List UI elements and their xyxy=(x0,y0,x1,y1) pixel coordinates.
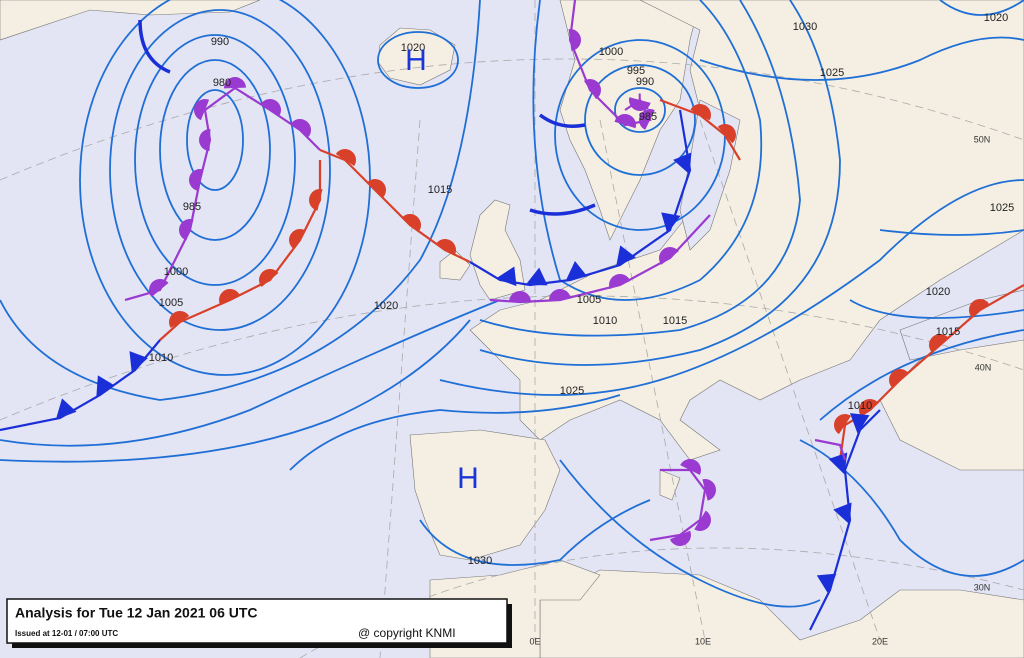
isobar-label: 1015 xyxy=(663,315,687,327)
isobar-label: 1005 xyxy=(159,297,183,309)
pressure-center: H xyxy=(405,44,427,77)
isobar-label: 1015 xyxy=(936,326,960,338)
grid-label: 10E xyxy=(695,636,711,646)
isobar-label: 985 xyxy=(183,201,201,213)
isobar-label: 1010 xyxy=(593,315,617,327)
isobar-label: 1005 xyxy=(577,294,601,306)
isobar-label: 1000 xyxy=(164,266,188,278)
isobar-label: 990 xyxy=(211,36,229,48)
isobar-label: 995 xyxy=(627,65,645,77)
isobar-label: 1025 xyxy=(820,67,844,79)
fronts xyxy=(0,0,1024,631)
grid-label: 20E xyxy=(872,636,888,646)
isobar-label: 1025 xyxy=(990,202,1014,214)
pressure-center: H xyxy=(457,462,479,495)
labels: 990 980 985 1000 1005 1010 1020 1015 1020 1025 103… xyxy=(149,12,1014,646)
isobar-label: 1020 xyxy=(984,12,1008,24)
isobar-label: 980 xyxy=(213,77,231,89)
pressure-center: L xyxy=(637,89,649,114)
isobar-label: 1010 xyxy=(848,400,872,412)
isobar-label: 1020 xyxy=(401,42,425,54)
grid-label: 30N xyxy=(974,582,991,592)
grid-label: 50N xyxy=(974,134,991,144)
isobar-label: 1025 xyxy=(560,385,584,397)
issued-time: Issued at 12-01 / 07:00 UTC xyxy=(15,629,118,638)
isobar-label: 1030 xyxy=(468,555,492,567)
title: Analysis for Tue 12 Jan 2021 06 UTC xyxy=(15,605,258,621)
isobar-label: 990 xyxy=(636,76,654,88)
isobar-label: 1020 xyxy=(374,300,398,312)
grid-label: 0E xyxy=(529,636,540,646)
isobar-label: 985 xyxy=(639,111,657,123)
isobar-label: 1010 xyxy=(149,352,173,364)
isobar-label: 1030 xyxy=(793,21,817,33)
grid-label: 40N xyxy=(975,362,992,372)
isobar-label: 1000 xyxy=(599,46,623,58)
copyright: @ copyright KNMI xyxy=(358,626,456,640)
isobar-label: 1020 xyxy=(926,286,950,298)
title-box: Analysis for Tue 12 Jan 2021 06 UTC Issu… xyxy=(6,598,512,648)
isobar-label: 1015 xyxy=(428,184,452,196)
